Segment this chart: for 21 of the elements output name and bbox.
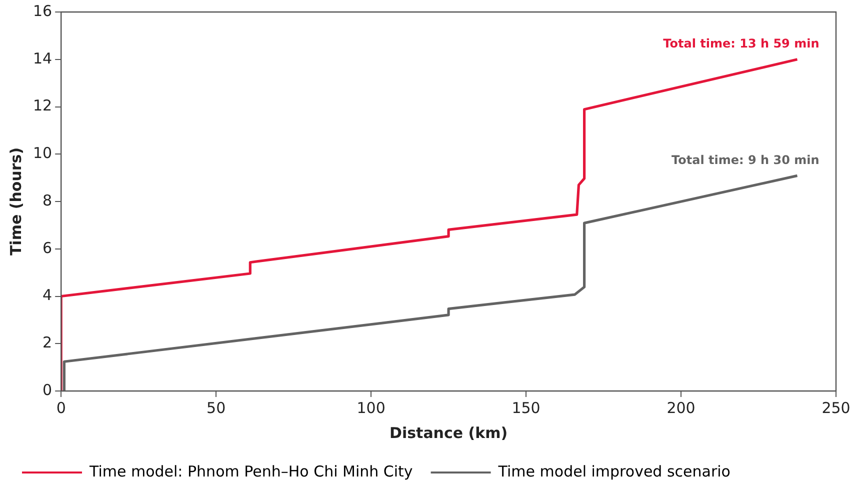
x-tick-label: 100 xyxy=(356,398,386,417)
x-tick-label: 0 xyxy=(56,398,66,417)
y-tick-label: 2 xyxy=(42,334,52,352)
y-tick-label: 16 xyxy=(32,2,52,20)
y-tick-label: 4 xyxy=(42,286,52,304)
y-tick-label: 6 xyxy=(42,238,52,257)
y-axis-title: Time (hours) xyxy=(6,147,25,256)
annotation: Total time: 9 h 30 min xyxy=(672,152,820,167)
y-tick-label: 12 xyxy=(32,96,52,115)
legend-label: Time model: Phnom Penh–Ho Chi Minh City xyxy=(88,462,413,480)
annotation: Total time: 13 h 59 min xyxy=(663,36,820,50)
x-tick-label: 200 xyxy=(666,398,696,417)
y-tick-label: 10 xyxy=(32,144,52,162)
x-axis-title: Distance (km) xyxy=(389,424,508,442)
legend-label: Time model improved scenario xyxy=(497,462,730,480)
x-tick-label: 150 xyxy=(512,398,540,417)
x-tick-label: 250 xyxy=(822,398,850,417)
x-tick-label: 50 xyxy=(206,398,226,417)
y-tick-label: 14 xyxy=(32,49,52,68)
y-tick-label: 8 xyxy=(42,191,52,210)
y-tick-label: 0 xyxy=(42,380,52,399)
